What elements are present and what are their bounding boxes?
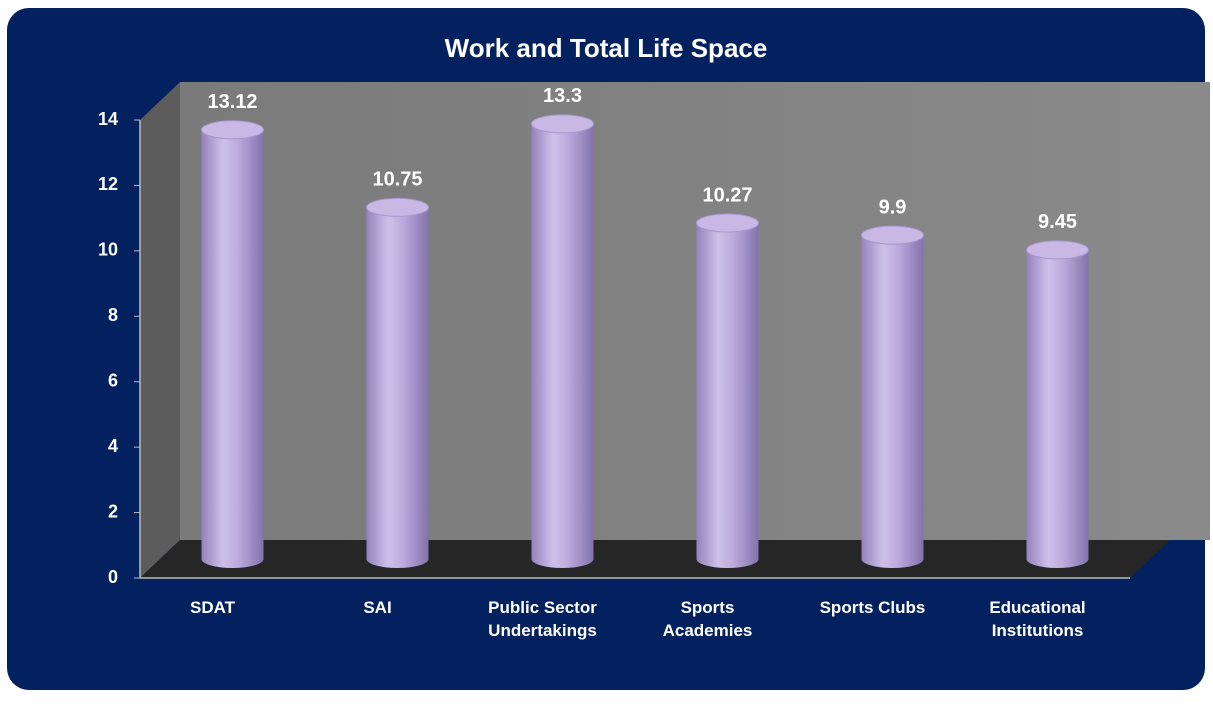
y-tick-label: 8 <box>108 305 118 325</box>
cylinder-top <box>696 213 759 233</box>
x-tick-label-box: Sports Clubs <box>819 598 926 617</box>
side-wall <box>140 82 180 578</box>
cylinder-top <box>861 225 924 245</box>
data-label: 9.45 <box>1038 211 1077 233</box>
cylinder-top <box>531 114 594 134</box>
cylinder-body <box>696 223 759 568</box>
cylinder-top <box>1026 240 1089 260</box>
bar <box>531 114 594 569</box>
x-tick-label: Sports Clubs <box>819 598 926 617</box>
x-tick-label: SAI <box>363 598 392 617</box>
bar <box>696 213 759 568</box>
x-tick-label-box: SDAT <box>189 598 235 617</box>
y-tick-label: 10 <box>98 240 118 260</box>
floor <box>140 540 1170 578</box>
cylinder-body <box>1026 249 1089 568</box>
x-tick-label: Public Sector Undertakings <box>488 598 597 640</box>
x-tick-label: Educational Institutions <box>989 598 1086 640</box>
data-label: 9.9 <box>879 196 907 218</box>
y-tick-label: 2 <box>108 501 118 521</box>
x-tick-label: SDAT <box>189 598 235 617</box>
y-tick-label: 0 <box>108 567 118 587</box>
data-label: 13.12 <box>207 91 257 113</box>
bar <box>201 120 264 568</box>
bar <box>366 197 429 569</box>
cylinder-body <box>861 235 924 568</box>
y-tick-label: 6 <box>108 370 118 390</box>
chart-title: Work and Total Life Space <box>445 33 768 63</box>
back-wall <box>180 82 1210 540</box>
data-label: 10.27 <box>702 184 752 206</box>
cylinder-top <box>366 197 429 217</box>
cylinder-body <box>531 123 594 569</box>
x-tick-label-box: Educational Institutions <box>989 598 1086 640</box>
cylinder-body <box>201 129 264 568</box>
x-tick-label-box: Public Sector Undertakings <box>488 598 597 640</box>
x-tick-label-box: SAI <box>363 598 392 617</box>
x-tick-label: Sports Academies <box>662 598 753 640</box>
y-tick-label: 12 <box>98 174 118 194</box>
y-tick-label: 4 <box>108 436 118 456</box>
cylinder-body <box>366 207 429 569</box>
bar <box>861 225 924 568</box>
cylinder-top <box>201 120 264 140</box>
data-label: 10.75 <box>372 169 422 191</box>
bar <box>1026 240 1089 568</box>
y-tick-label: 14 <box>98 109 118 129</box>
x-tick-label-box: Sports Academies <box>662 598 753 640</box>
data-label: 13.3 <box>543 85 582 107</box>
